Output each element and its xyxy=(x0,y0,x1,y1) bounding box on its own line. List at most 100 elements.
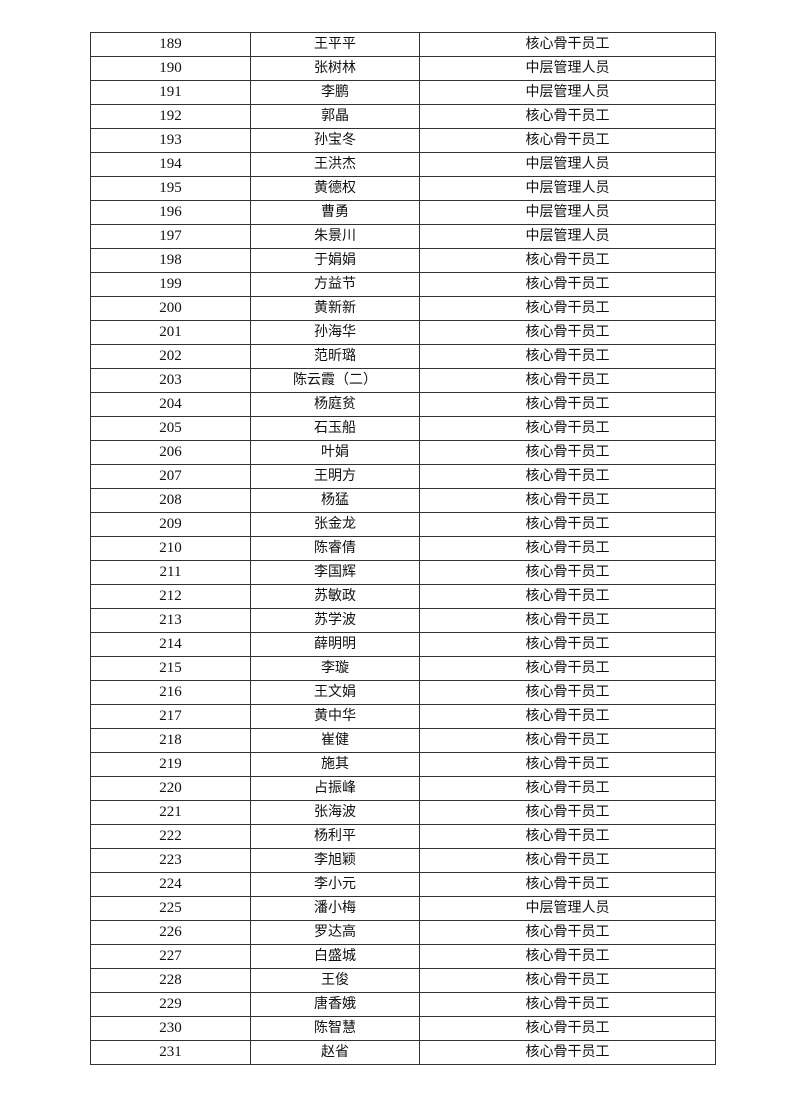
role-cell: 核心骨干员工 xyxy=(419,704,716,729)
row-number-cell: 194 xyxy=(90,152,251,177)
table-row: 230 陈智慧 核心骨干员工 xyxy=(90,1016,716,1041)
name-cell: 李国辉 xyxy=(250,560,420,585)
role-cell: 核心骨干员工 xyxy=(419,992,716,1017)
name-cell: 曹勇 xyxy=(250,200,420,225)
row-number-cell: 198 xyxy=(90,248,251,273)
name-cell: 黄德权 xyxy=(250,176,420,201)
name-cell: 李鹏 xyxy=(250,80,420,105)
name-cell: 张树林 xyxy=(250,56,420,81)
table-row: 193 孙宝冬 核心骨干员工 xyxy=(90,128,716,153)
role-cell: 核心骨干员工 xyxy=(419,536,716,561)
role-cell: 核心骨干员工 xyxy=(419,632,716,657)
name-cell: 石玉船 xyxy=(250,416,420,441)
name-cell: 杨利平 xyxy=(250,824,420,849)
name-cell: 黄新新 xyxy=(250,296,420,321)
name-cell: 唐香娥 xyxy=(250,992,420,1017)
name-cell: 苏学波 xyxy=(250,608,420,633)
role-cell: 核心骨干员工 xyxy=(419,488,716,513)
table-row: 214 薛明明 核心骨干员工 xyxy=(90,632,716,657)
name-cell: 黄中华 xyxy=(250,704,420,729)
name-cell: 李小元 xyxy=(250,872,420,897)
role-cell: 核心骨干员工 xyxy=(419,776,716,801)
row-number-cell: 203 xyxy=(90,368,251,393)
table-row: 211 李国辉 核心骨干员工 xyxy=(90,560,716,585)
name-cell: 赵省 xyxy=(250,1040,420,1065)
name-cell: 郭晶 xyxy=(250,104,420,129)
role-cell: 核心骨干员工 xyxy=(419,296,716,321)
name-cell: 王俊 xyxy=(250,968,420,993)
role-cell: 核心骨干员工 xyxy=(419,128,716,153)
table-row: 221 张海波 核心骨干员工 xyxy=(90,800,716,825)
role-cell: 中层管理人员 xyxy=(419,896,716,921)
role-cell: 核心骨干员工 xyxy=(419,752,716,777)
table-row: 220 占振峰 核心骨干员工 xyxy=(90,776,716,801)
row-number-cell: 190 xyxy=(90,56,251,81)
row-number-cell: 230 xyxy=(90,1016,251,1041)
name-cell: 杨猛 xyxy=(250,488,420,513)
table-row: 223 李旭颖 核心骨干员工 xyxy=(90,848,716,873)
row-number-cell: 213 xyxy=(90,608,251,633)
name-cell: 李旭颖 xyxy=(250,848,420,873)
table-row: 228 王俊 核心骨干员工 xyxy=(90,968,716,993)
row-number-cell: 210 xyxy=(90,536,251,561)
table-row: 189 王平平 核心骨干员工 xyxy=(90,32,716,57)
role-cell: 核心骨干员工 xyxy=(419,464,716,489)
table-row: 212 苏敏政 核心骨干员工 xyxy=(90,584,716,609)
name-cell: 方益节 xyxy=(250,272,420,297)
name-cell: 于娟娟 xyxy=(250,248,420,273)
row-number-cell: 189 xyxy=(90,32,251,57)
row-number-cell: 195 xyxy=(90,176,251,201)
role-cell: 中层管理人员 xyxy=(419,80,716,105)
name-cell: 陈智慧 xyxy=(250,1016,420,1041)
role-cell: 核心骨干员工 xyxy=(419,560,716,585)
row-number-cell: 196 xyxy=(90,200,251,225)
table-row: 224 李小元 核心骨干员工 xyxy=(90,872,716,897)
table-row: 225 潘小梅 中层管理人员 xyxy=(90,896,716,921)
row-number-cell: 199 xyxy=(90,272,251,297)
employee-table: 189 王平平 核心骨干员工 190 张树林 中层管理人员 191 李鹏 中层管理人员 192 郭晶… xyxy=(90,32,716,1065)
name-cell: 白盛城 xyxy=(250,944,420,969)
role-cell: 核心骨干员工 xyxy=(419,272,716,297)
role-cell: 中层管理人员 xyxy=(419,152,716,177)
table-row: 231 赵省 核心骨干员工 xyxy=(90,1040,716,1065)
role-cell: 核心骨干员工 xyxy=(419,584,716,609)
row-number-cell: 214 xyxy=(90,632,251,657)
role-cell: 核心骨干员工 xyxy=(419,608,716,633)
row-number-cell: 209 xyxy=(90,512,251,537)
role-cell: 核心骨干员工 xyxy=(419,872,716,897)
name-cell: 范昕璐 xyxy=(250,344,420,369)
row-number-cell: 227 xyxy=(90,944,251,969)
name-cell: 朱景川 xyxy=(250,224,420,249)
table-row: 190 张树林 中层管理人员 xyxy=(90,56,716,81)
role-cell: 核心骨干员工 xyxy=(419,104,716,129)
table-row: 199 方益节 核心骨干员工 xyxy=(90,272,716,297)
row-number-cell: 226 xyxy=(90,920,251,945)
row-number-cell: 217 xyxy=(90,704,251,729)
row-number-cell: 212 xyxy=(90,584,251,609)
table-row: 217 黄中华 核心骨干员工 xyxy=(90,704,716,729)
name-cell: 王明方 xyxy=(250,464,420,489)
name-cell: 王洪杰 xyxy=(250,152,420,177)
row-number-cell: 222 xyxy=(90,824,251,849)
role-cell: 核心骨干员工 xyxy=(419,824,716,849)
row-number-cell: 229 xyxy=(90,992,251,1017)
row-number-cell: 193 xyxy=(90,128,251,153)
row-number-cell: 225 xyxy=(90,896,251,921)
role-cell: 核心骨干员工 xyxy=(419,416,716,441)
table-row: 204 杨庭贫 核心骨干员工 xyxy=(90,392,716,417)
name-cell: 薛明明 xyxy=(250,632,420,657)
table-row: 226 罗达高 核心骨干员工 xyxy=(90,920,716,945)
row-number-cell: 223 xyxy=(90,848,251,873)
table-row: 222 杨利平 核心骨干员工 xyxy=(90,824,716,849)
row-number-cell: 202 xyxy=(90,344,251,369)
table-row: 192 郭晶 核心骨干员工 xyxy=(90,104,716,129)
row-number-cell: 218 xyxy=(90,728,251,753)
name-cell: 罗达高 xyxy=(250,920,420,945)
table-row: 218 崔健 核心骨干员工 xyxy=(90,728,716,753)
role-cell: 核心骨干员工 xyxy=(419,320,716,345)
name-cell: 崔健 xyxy=(250,728,420,753)
table-row: 206 叶娟 核心骨干员工 xyxy=(90,440,716,465)
role-cell: 核心骨干员工 xyxy=(419,440,716,465)
row-number-cell: 207 xyxy=(90,464,251,489)
table-row: 210 陈睿倩 核心骨干员工 xyxy=(90,536,716,561)
